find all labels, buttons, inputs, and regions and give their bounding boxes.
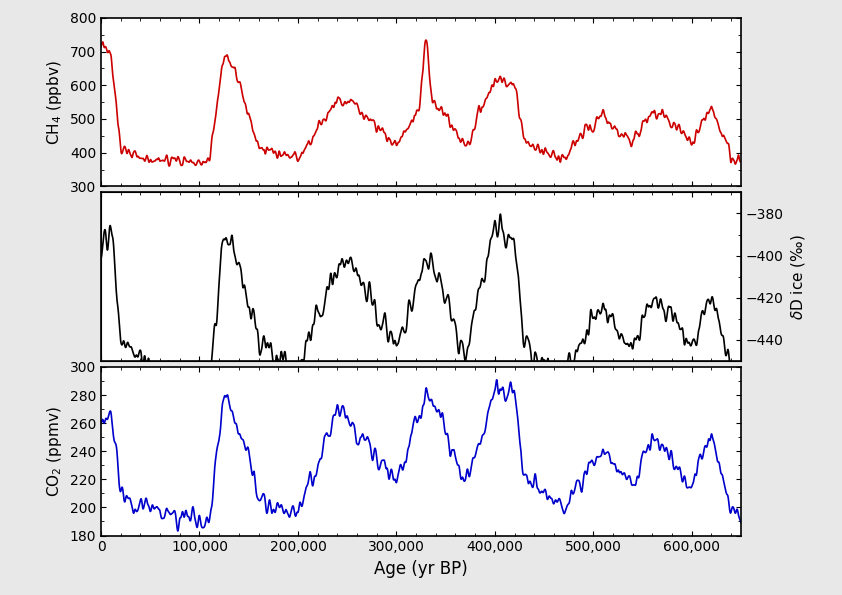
- X-axis label: Age (yr BP): Age (yr BP): [374, 560, 468, 578]
- Y-axis label: CO$_2$ (ppmv): CO$_2$ (ppmv): [45, 406, 64, 497]
- Y-axis label: $\delta$D ice (‰): $\delta$D ice (‰): [790, 234, 807, 320]
- Y-axis label: CH$_4$ (ppbv): CH$_4$ (ppbv): [45, 60, 64, 145]
